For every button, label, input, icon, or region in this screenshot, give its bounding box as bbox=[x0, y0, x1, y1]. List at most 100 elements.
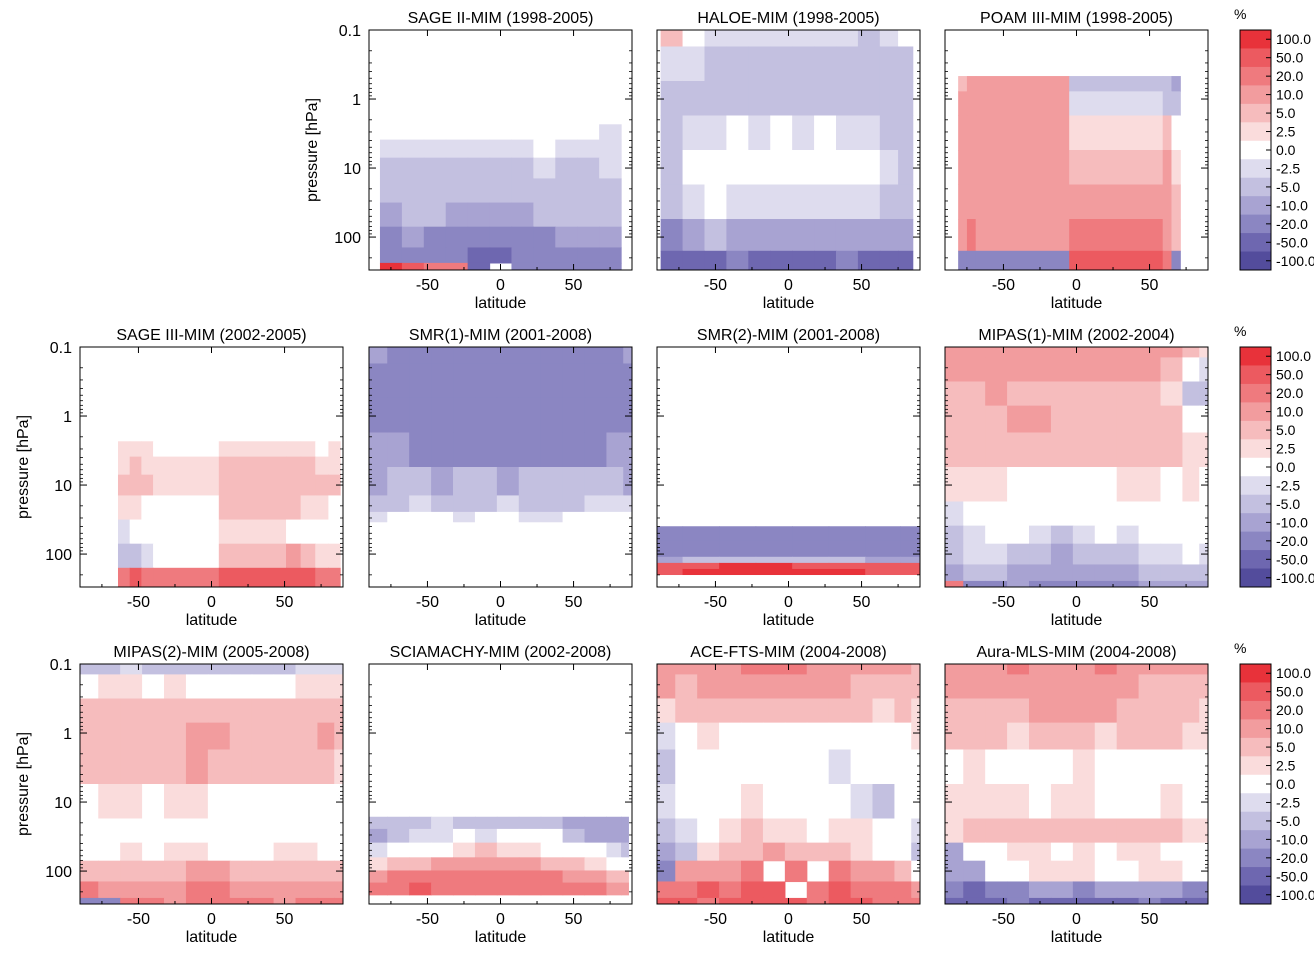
heatmap-cell bbox=[1160, 674, 1184, 700]
heatmap-cell bbox=[1160, 881, 1184, 899]
heatmap-cell bbox=[423, 226, 447, 249]
heatmap-cell bbox=[792, 30, 815, 48]
heatmap-cell bbox=[857, 80, 881, 117]
heatmap-cell bbox=[120, 749, 143, 785]
heatmap-cell bbox=[453, 495, 476, 513]
heatmap-cell bbox=[975, 250, 1070, 270]
heatmap-cell bbox=[985, 842, 1008, 862]
heatmap-cell bbox=[900, 562, 920, 570]
heatmap-cell bbox=[207, 897, 231, 904]
heatmap-cell bbox=[945, 405, 964, 434]
heatmap-cell bbox=[985, 564, 1008, 582]
colorbar-label: 10.0 bbox=[1276, 87, 1303, 103]
heatmap-cell bbox=[409, 870, 432, 884]
heatmap-cell bbox=[1094, 347, 1118, 358]
heatmap-cell bbox=[185, 664, 209, 675]
heatmap-cell bbox=[1116, 897, 1140, 904]
heatmap-cell bbox=[741, 881, 764, 899]
heatmap-cell bbox=[1069, 219, 1164, 252]
heatmap-cell bbox=[496, 882, 520, 896]
heatmap-cell bbox=[1199, 749, 1208, 785]
heatmap-cell bbox=[1007, 405, 1030, 434]
heatmap-cell bbox=[963, 543, 986, 566]
colorbar-label: -10.0 bbox=[1276, 514, 1308, 530]
heatmap-cell bbox=[496, 363, 520, 399]
heatmap-cell bbox=[1116, 698, 1140, 724]
panel-title: SMR(2)-MIM (2001-2008) bbox=[697, 327, 880, 344]
heatmap-cell bbox=[273, 698, 297, 724]
colorbar-swatch bbox=[1240, 494, 1271, 514]
heatmap-cell bbox=[120, 784, 143, 820]
heatmap-cell bbox=[719, 749, 742, 785]
heatmap-cell bbox=[1160, 897, 1184, 904]
heatmap-cell bbox=[533, 157, 556, 180]
heatmap-cell bbox=[762, 698, 786, 724]
heatmap-cell bbox=[286, 474, 302, 497]
heatmap-cell bbox=[1050, 381, 1074, 407]
heatmap-cell bbox=[741, 674, 764, 700]
heatmap-cell bbox=[828, 784, 852, 820]
heatmap-cell bbox=[1050, 580, 1074, 587]
heatmap-cell bbox=[1199, 664, 1208, 675]
heatmap-cell bbox=[865, 540, 901, 552]
heatmap-cell bbox=[963, 897, 986, 904]
heatmap-cell bbox=[621, 842, 629, 858]
heatmap-cell bbox=[1182, 347, 1200, 358]
heatmap-cell bbox=[453, 347, 476, 365]
colorbar-swatch bbox=[1240, 177, 1271, 197]
x-tick-label: 50 bbox=[565, 911, 583, 928]
heatmap-cell bbox=[963, 405, 986, 434]
heatmap-cell bbox=[911, 897, 920, 904]
heatmap-cell bbox=[518, 816, 542, 830]
heatmap-cell bbox=[80, 860, 99, 883]
heatmap-cell bbox=[704, 150, 728, 186]
heatmap-cell bbox=[806, 897, 830, 904]
heatmap-cell bbox=[1050, 749, 1074, 785]
heatmap-cell bbox=[423, 262, 447, 270]
heatmap-cell bbox=[1072, 674, 1096, 700]
panel-11: -50 0 50 latitude Aura-MLS-MIM (2004-2008) bbox=[944, 644, 1209, 946]
heatmap-cell bbox=[1116, 347, 1140, 358]
heatmap-cell bbox=[129, 474, 142, 497]
heatmap-cell bbox=[1171, 150, 1181, 186]
heatmap-cell bbox=[1116, 467, 1140, 503]
heatmap-cell bbox=[975, 150, 1070, 186]
heatmap-cell bbox=[1094, 897, 1118, 904]
heatmap-cell bbox=[1069, 76, 1164, 92]
heatmap-cell bbox=[334, 664, 343, 675]
x-tick-label: 50 bbox=[565, 594, 583, 611]
panel-title: Aura-MLS-MIM (2004-2008) bbox=[976, 644, 1176, 661]
heatmap-cell bbox=[806, 698, 830, 724]
heatmap-cell bbox=[387, 870, 410, 884]
heatmap-cell bbox=[1029, 525, 1052, 545]
heatmap-cell bbox=[814, 46, 837, 82]
x-tick-label: 50 bbox=[276, 911, 294, 928]
heatmap-cell bbox=[945, 818, 964, 844]
heatmap-cell bbox=[80, 722, 99, 751]
heatmap-cell bbox=[911, 749, 920, 785]
heatmap-cell bbox=[474, 522, 498, 532]
heatmap-cell bbox=[835, 115, 859, 151]
heatmap-cell bbox=[423, 202, 447, 228]
heatmap-cell bbox=[697, 818, 720, 844]
heatmap-cell bbox=[577, 226, 600, 249]
heatmap-cell bbox=[1029, 347, 1052, 358]
heatmap-cell bbox=[218, 474, 287, 497]
heatmap-cell bbox=[1072, 818, 1096, 844]
heatmap-cell bbox=[792, 250, 815, 270]
heatmap-cell bbox=[1160, 664, 1184, 675]
colorbar-swatch bbox=[1240, 122, 1271, 142]
heatmap-cell bbox=[1171, 91, 1181, 117]
heatmap-cell bbox=[518, 363, 542, 399]
heatmap-cell bbox=[1029, 749, 1052, 785]
x-axis-label: latitude bbox=[186, 612, 238, 629]
heatmap-cell bbox=[379, 226, 403, 249]
heatmap-cell bbox=[300, 567, 316, 587]
heatmap-cell bbox=[1182, 664, 1200, 675]
heatmap-cell bbox=[911, 881, 920, 899]
heatmap-cell bbox=[562, 522, 586, 532]
heatmap-cell bbox=[719, 674, 742, 700]
heatmap-cell bbox=[719, 568, 757, 576]
heatmap-cell bbox=[945, 501, 964, 527]
heatmap-cell bbox=[1171, 184, 1181, 220]
